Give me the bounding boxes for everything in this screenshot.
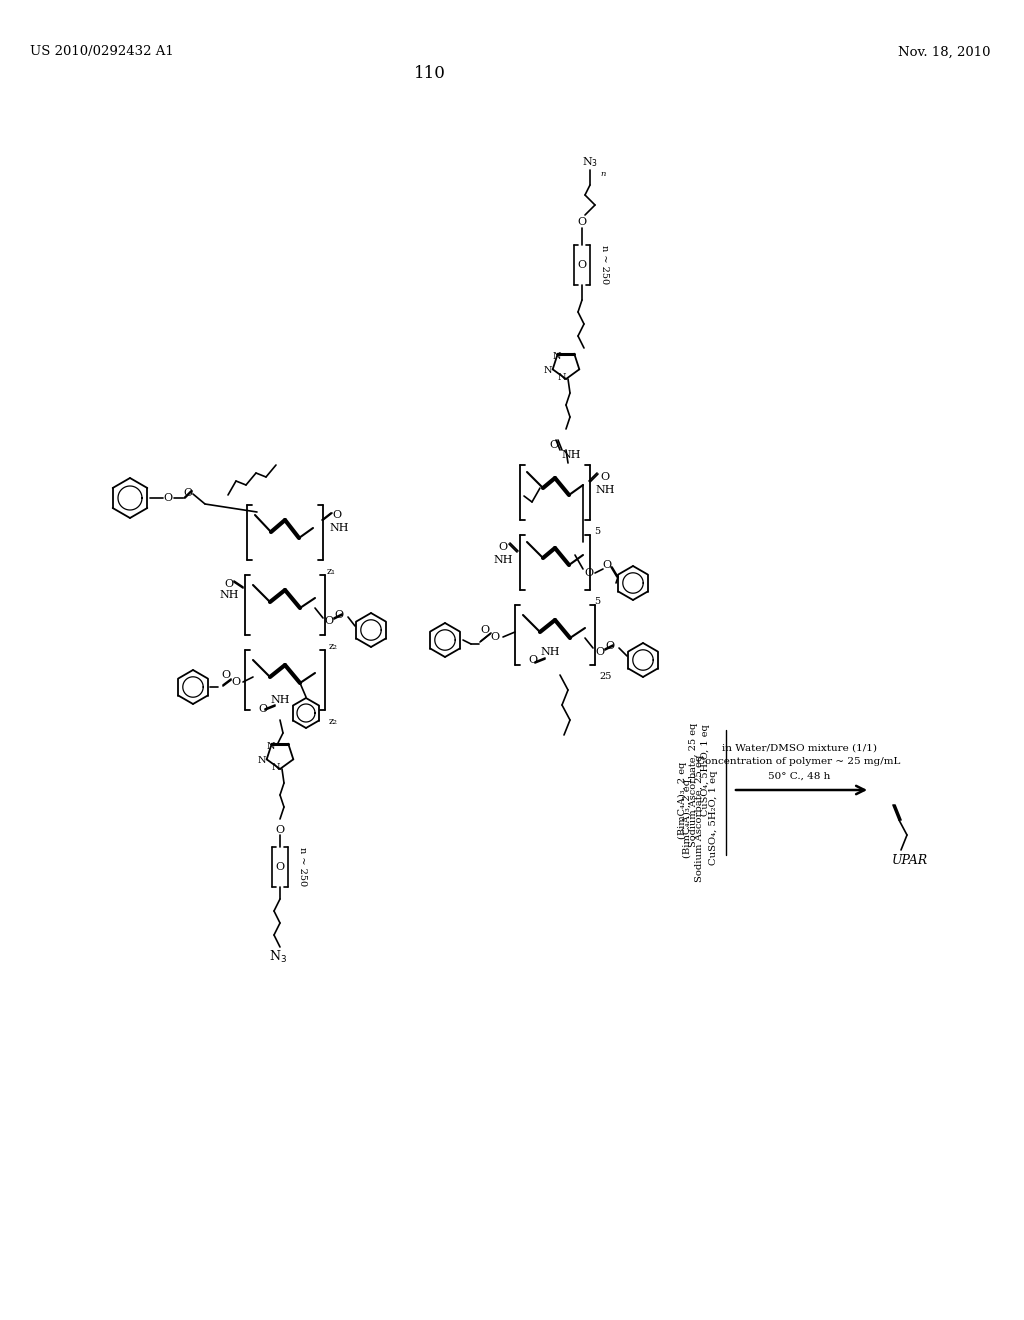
Text: Concentration of polymer ~ 25 mg/mL: Concentration of polymer ~ 25 mg/mL [697, 758, 901, 767]
Text: N: N [544, 366, 552, 375]
Text: NH: NH [329, 523, 348, 533]
Text: O: O [164, 492, 173, 503]
Text: O: O [595, 647, 604, 657]
Text: O: O [231, 677, 241, 686]
Text: O: O [490, 632, 500, 642]
Text: N: N [257, 756, 266, 764]
Text: n ~ 250: n ~ 250 [298, 847, 306, 887]
Text: O: O [585, 568, 594, 578]
Text: O: O [528, 655, 538, 665]
Text: O: O [578, 260, 587, 271]
Text: z₂: z₂ [329, 717, 338, 726]
Text: O: O [183, 488, 193, 498]
Text: N: N [553, 352, 561, 362]
Text: NH: NH [541, 647, 560, 657]
Text: O: O [258, 704, 267, 714]
Text: O: O [333, 510, 342, 520]
Text: 25: 25 [599, 672, 611, 681]
Text: O: O [224, 579, 233, 589]
Text: 110: 110 [414, 65, 445, 82]
Text: NH: NH [219, 590, 239, 601]
Text: O: O [602, 560, 611, 570]
Text: O: O [275, 825, 285, 836]
Text: UPAR: UPAR [892, 854, 928, 866]
Text: O: O [600, 473, 609, 482]
Text: O: O [221, 671, 230, 680]
Text: NH: NH [561, 450, 581, 459]
Text: O: O [480, 624, 489, 635]
Text: O: O [578, 216, 587, 227]
Text: N$_3$: N$_3$ [582, 154, 598, 169]
Text: NH: NH [270, 696, 290, 705]
Text: US 2010/0292432 A1: US 2010/0292432 A1 [30, 45, 174, 58]
Text: O: O [499, 543, 508, 552]
Text: Sodium Ascorbate, 25 eq: Sodium Ascorbate, 25 eq [689, 723, 698, 847]
Text: N: N [271, 763, 281, 772]
Text: O: O [275, 862, 285, 873]
Text: z₁: z₁ [327, 568, 336, 576]
Text: CuSO₄, 5H₂O, 1 eq: CuSO₄, 5H₂O, 1 eq [709, 771, 718, 865]
Text: 5: 5 [594, 597, 600, 606]
Text: N: N [266, 742, 275, 751]
Text: in Water/DMSO mixture (1/1): in Water/DMSO mixture (1/1) [722, 743, 877, 752]
Text: Sodium Ascorbate, 25 eq: Sodium Ascorbate, 25 eq [695, 754, 705, 882]
Text: NH: NH [595, 484, 614, 495]
Text: NH: NH [494, 554, 513, 565]
Text: O: O [550, 440, 558, 450]
Text: z₂: z₂ [329, 642, 338, 651]
Text: O: O [335, 610, 344, 620]
Text: N: N [558, 374, 566, 383]
Text: 5: 5 [594, 527, 600, 536]
Text: (BimC₄A)₃, 2 eq: (BimC₄A)₃, 2 eq [682, 779, 691, 858]
Text: CuSO₄, 5H₂O, 1 eq: CuSO₄, 5H₂O, 1 eq [701, 725, 711, 816]
Text: n ~ 250: n ~ 250 [599, 246, 608, 285]
Text: Nov. 18, 2010: Nov. 18, 2010 [897, 45, 990, 58]
Text: O: O [605, 642, 614, 651]
Text: (BimC₄A)₃, 2 eq: (BimC₄A)₃, 2 eq [678, 762, 686, 838]
Text: O: O [325, 616, 334, 626]
Text: n: n [600, 170, 605, 178]
Text: 50° C., 48 h: 50° C., 48 h [768, 771, 830, 780]
Text: N$_3$: N$_3$ [269, 949, 287, 965]
